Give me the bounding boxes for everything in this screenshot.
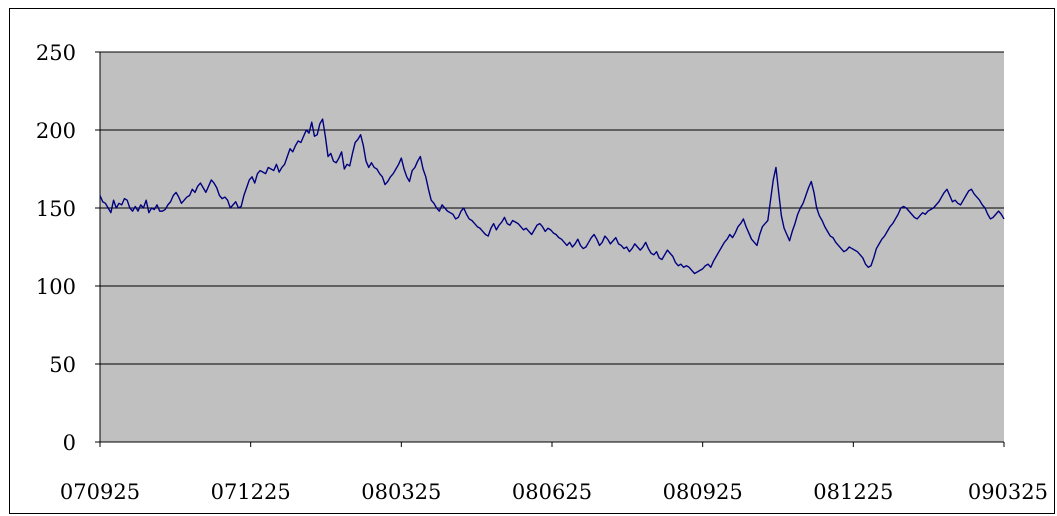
y-tick-label: 0 [63, 431, 76, 455]
x-tick-label: 081225 [813, 480, 893, 504]
y-tick-label: 250 [36, 41, 76, 65]
y-tick-label: 50 [49, 353, 76, 377]
chart-frame [9, 8, 1055, 514]
y-tick-label: 200 [36, 119, 76, 143]
series-line [99, 118, 1005, 275]
x-tick-label: 080325 [361, 480, 441, 504]
y-tick-label: 100 [36, 275, 76, 299]
x-tick-label: 070925 [60, 480, 140, 504]
y-tick-label: 150 [36, 197, 76, 221]
gridlines [100, 51, 1004, 365]
x-tick-label: 080625 [512, 480, 592, 504]
y-tick-labels: 0 50 100 150 200 250 [36, 41, 100, 455]
x-tick-label: 080925 [663, 480, 743, 504]
x-tick-label: 071225 [211, 480, 291, 504]
x-tick-label: 090325 [968, 480, 1048, 504]
x-tick-labels: 070925 071225 080325 080625 080925 081225 0903… [60, 442, 1048, 504]
plot-area [100, 52, 1004, 442]
